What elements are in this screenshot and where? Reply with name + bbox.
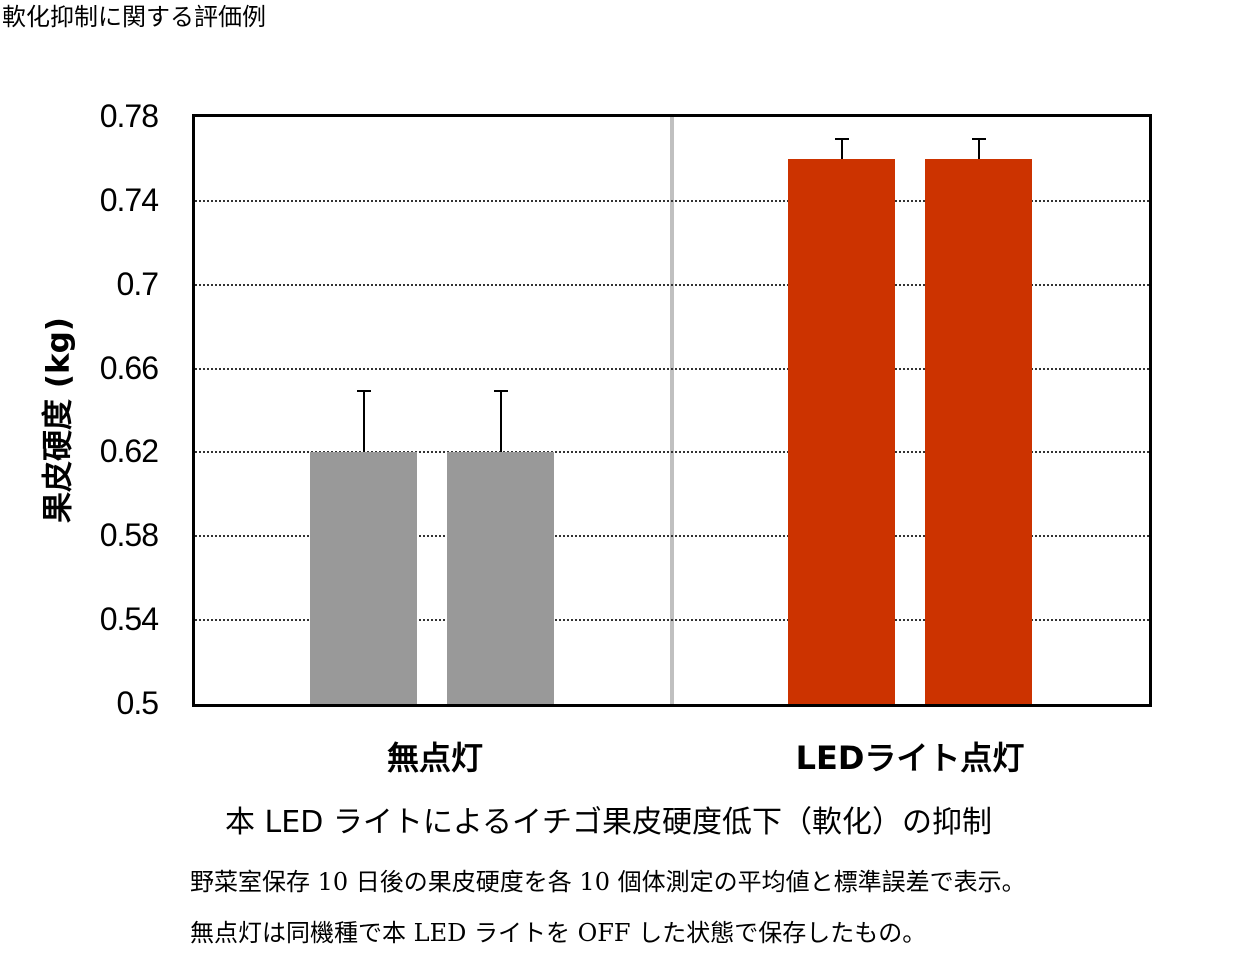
note-line-1: 野菜室保存 10 日後の果皮硬度を各 10 個体測定の平均値と標準誤差で表示。 xyxy=(190,868,1026,896)
gridline xyxy=(195,451,1149,454)
error-bar xyxy=(499,389,502,453)
error-bar-cap xyxy=(493,389,508,392)
plot-area xyxy=(192,114,1152,707)
gridline xyxy=(195,283,1149,286)
error-bar xyxy=(362,389,365,453)
page-title: 軟化抑制に関する評価例 xyxy=(2,3,266,31)
bar xyxy=(788,158,895,704)
y-tick-label: 0.74 xyxy=(99,181,159,218)
y-axis-label: 果皮硬度 (kg) xyxy=(40,317,77,523)
bar xyxy=(925,158,1032,704)
y-tick-label: 0.58 xyxy=(99,517,159,554)
gridline xyxy=(195,535,1149,538)
y-tick-label: 0.78 xyxy=(99,98,159,134)
gridline xyxy=(195,619,1149,622)
error-bar-cap xyxy=(971,137,986,140)
y-tick-label: 0.7 xyxy=(116,265,159,302)
y-tick-label: 0.54 xyxy=(99,601,159,638)
gridline xyxy=(195,367,1149,370)
error-bar xyxy=(977,137,980,159)
bar xyxy=(310,452,417,704)
bar xyxy=(447,452,554,704)
x-label-led-on: LEDライト点灯 xyxy=(795,739,1025,777)
y-tick-label: 0.62 xyxy=(99,433,159,470)
error-bar xyxy=(840,137,843,159)
error-bar-cap xyxy=(834,137,849,140)
gridline xyxy=(195,199,1149,202)
y-tick-label: 0.66 xyxy=(99,349,159,386)
note-line-2: 無点灯は同機種で本 LED ライトを OFF した状態で保存したもの。 xyxy=(190,919,927,947)
x-label-no-light: 無点灯 xyxy=(386,739,483,777)
group-divider xyxy=(670,117,674,704)
y-tick-label: 0.5 xyxy=(116,685,159,721)
error-bar-cap xyxy=(356,389,371,392)
figure-caption: 本 LED ライトによるイチゴ果皮硬度低下（軟化）の抑制 xyxy=(225,805,992,840)
